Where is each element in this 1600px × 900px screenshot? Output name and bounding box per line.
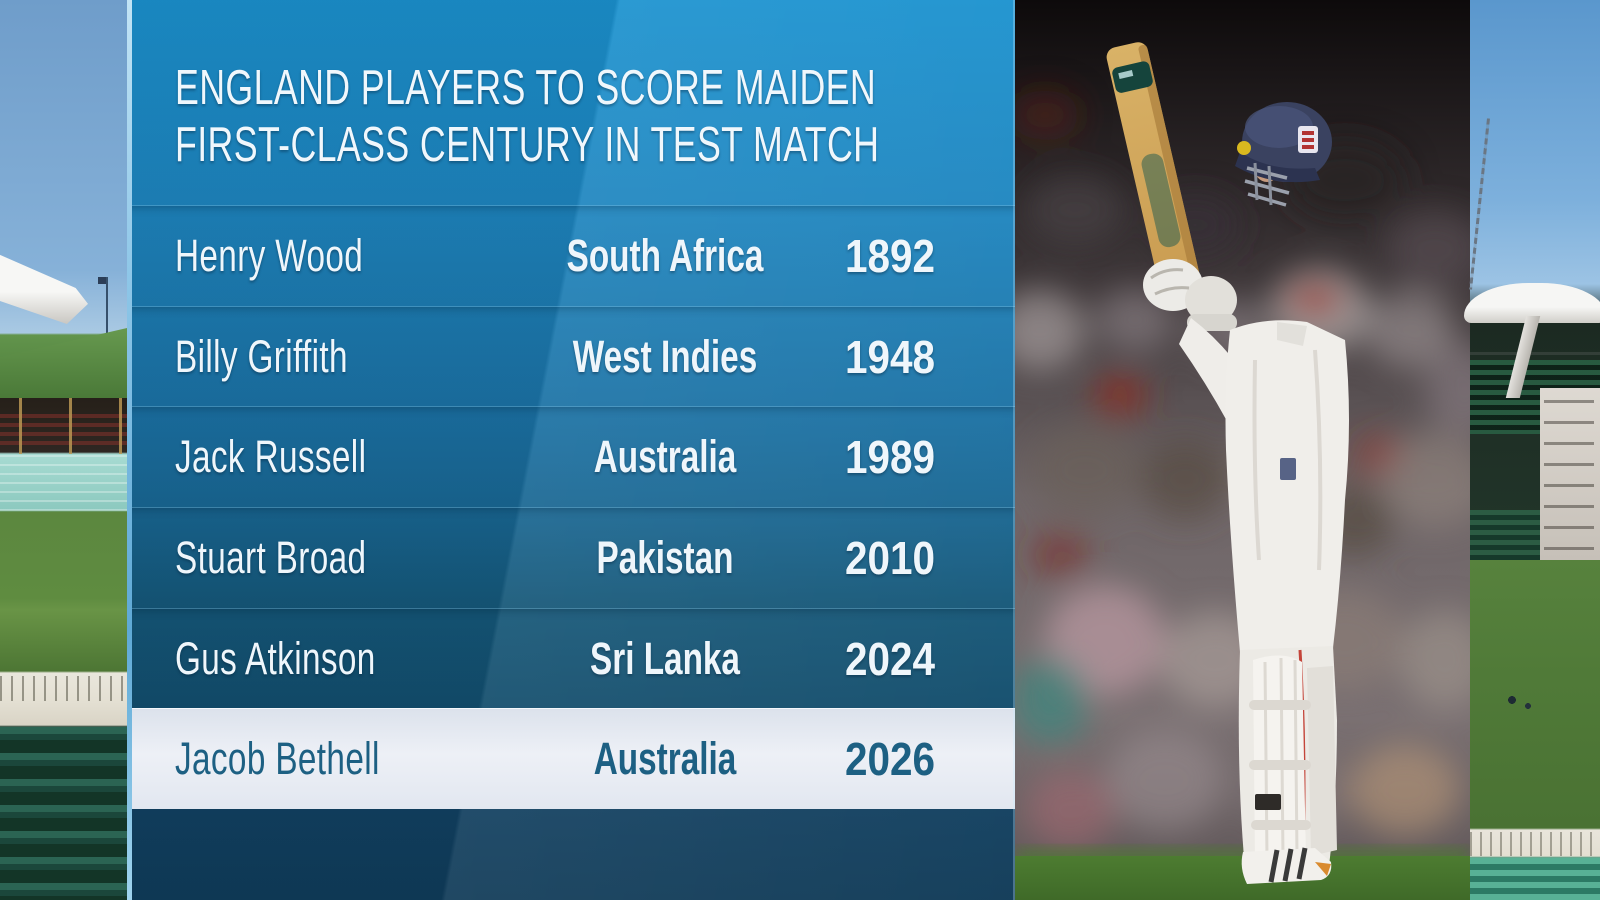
flagpole — [98, 277, 108, 339]
title-line-2: FIRST-CLASS CENTURY IN TEST MATCH — [175, 117, 880, 172]
opponent-name: West Indies — [572, 330, 758, 382]
batsman-illustration — [1015, 0, 1470, 900]
player-name: Billy Griffith — [175, 330, 348, 382]
opponent-name: Pakistan — [596, 531, 734, 583]
table-row: Jacob Bethell Australia 2026 — [127, 708, 1015, 810]
player-name: Stuart Broad — [175, 531, 367, 583]
crane — [1469, 118, 1490, 290]
batsman-figure — [1106, 42, 1349, 884]
table-row: Jack Russell Australia 1989 — [127, 406, 1015, 507]
panel-title: ENGLAND PLAYERS TO SCORE MAIDEN FIRST-CL… — [175, 60, 879, 174]
table-row: Henry Wood South Africa 1892 — [127, 205, 1015, 306]
year-value: 1948 — [844, 330, 935, 383]
year-value: 2010 — [844, 531, 935, 584]
stadium-background-right — [1464, 0, 1600, 900]
panel-footer — [127, 809, 1015, 900]
opponent-name: Australia — [593, 431, 737, 483]
player-name: Jacob Bethell — [175, 733, 380, 785]
player-name: Henry Wood — [175, 229, 364, 281]
title-line-1: ENGLAND PLAYERS TO SCORE MAIDEN — [175, 61, 877, 115]
opponent-name: Australia — [593, 733, 737, 785]
player-name: Gus Atkinson — [175, 632, 376, 684]
stadium-background-left — [0, 0, 127, 900]
stats-panel: ENGLAND PLAYERS TO SCORE MAIDEN FIRST-CL… — [127, 0, 1015, 900]
opponent-name: South Africa — [566, 229, 764, 281]
player-name: Jack Russell — [175, 431, 367, 483]
year-value: 1989 — [844, 431, 935, 484]
table-row: Gus Atkinson Sri Lanka 2024 — [127, 607, 1015, 709]
year-value: 2026 — [844, 733, 935, 786]
year-value: 1892 — [844, 229, 935, 282]
table-row: Billy Griffith West Indies 1948 — [127, 305, 1015, 407]
table-rows: Henry Wood South Africa 1892 Billy Griff… — [127, 205, 1015, 810]
opponent-name: Sri Lanka — [590, 632, 740, 684]
table-row: Stuart Broad Pakistan 2010 — [127, 507, 1015, 608]
player-photo — [1015, 0, 1470, 900]
year-value: 2024 — [844, 632, 935, 685]
